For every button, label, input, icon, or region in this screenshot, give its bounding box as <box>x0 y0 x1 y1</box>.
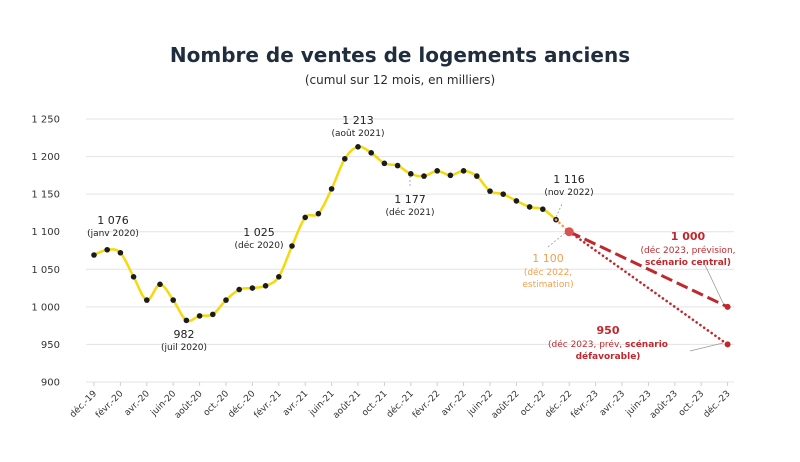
y-tick-label: 1 250 <box>31 115 60 126</box>
y-tick-label: 950 <box>41 340 60 351</box>
annotation-value: 1 025 <box>243 226 275 239</box>
x-tick-label: août-23 <box>648 389 680 421</box>
y-tick-label: 1 100 <box>31 227 60 238</box>
x-tick-label: déc.-21 <box>384 388 416 420</box>
data-point <box>276 274 282 280</box>
annotation-value: 982 <box>174 328 195 341</box>
data-point <box>355 144 361 150</box>
data-point <box>104 246 110 253</box>
data-point <box>368 150 375 156</box>
data-point <box>170 297 176 303</box>
annotation-value: 1 177 <box>394 193 426 206</box>
data-point <box>460 168 467 174</box>
series-line <box>568 230 729 309</box>
y-tick-label: 1 150 <box>31 190 60 201</box>
annotation-label: (déc 2020) <box>235 240 284 251</box>
forecast-point-defavorable <box>724 341 731 348</box>
data-point <box>196 313 203 319</box>
annotation-label: estimation) <box>522 280 573 290</box>
data-point <box>249 285 256 291</box>
annotation-label: (août 2021) <box>331 129 384 139</box>
x-tick-label: avr.-22 <box>440 389 469 418</box>
x-axis: déc.-19févr.-20avr.-20juin-20août-20oct.… <box>67 382 733 421</box>
annotation-leader <box>689 342 724 352</box>
annotation-label: défavorable) <box>576 351 641 362</box>
data-point <box>408 171 414 177</box>
annotation-value: 1 076 <box>97 214 129 227</box>
data-point <box>342 156 348 162</box>
annotation-label: scénario central) <box>645 257 731 268</box>
x-tick-label: déc.-23 <box>701 388 733 420</box>
data-point <box>526 204 533 210</box>
annotation-label: (déc 2022, <box>524 267 572 278</box>
annotation-leader <box>547 232 566 248</box>
annotation-value: 1 213 <box>342 114 374 127</box>
annotation-label-bold: scénario <box>625 339 668 350</box>
x-tick-label: févr.-22 <box>410 388 442 420</box>
data-point <box>91 252 97 258</box>
annotation-label: (déc 2023, prévision, <box>640 245 735 256</box>
data-point <box>540 206 546 212</box>
annotation-leader <box>555 203 563 218</box>
chart-title: Nombre de ventes de logements anciens <box>170 43 630 67</box>
annotation-leader <box>704 264 724 304</box>
annotation-label: (juil 2020) <box>161 343 207 353</box>
series-line <box>92 145 558 323</box>
annotation-value: 1 000 <box>671 230 706 243</box>
data-point <box>447 172 454 179</box>
data-point <box>210 311 216 318</box>
y-axis: 900 950 1 000 1 050 1 100 1 150 1 200 1 250 <box>31 115 60 389</box>
y-tick-label: 1 000 <box>31 302 60 313</box>
data-point <box>302 214 309 221</box>
forecast-point-central <box>724 303 731 310</box>
chart-subtitle: (cumul sur 12 mois, en milliers) <box>305 73 495 87</box>
y-tick-label: 1 050 <box>31 265 60 276</box>
x-tick-label: févr.-21 <box>252 388 284 420</box>
data-point <box>394 162 401 169</box>
x-tick-label: févr.-20 <box>93 388 125 420</box>
data-point <box>157 281 163 288</box>
gridlines <box>86 118 734 383</box>
annotation-label: (janv 2020) <box>87 229 139 239</box>
data-point <box>500 191 507 197</box>
data-point <box>130 274 137 280</box>
x-tick-label: avr.-21 <box>281 389 310 418</box>
x-tick-label: août-20 <box>173 389 205 421</box>
y-tick-label: 900 <box>41 378 60 389</box>
x-tick-label: août-21 <box>331 389 363 421</box>
data-point <box>223 297 229 303</box>
data-point <box>513 198 520 204</box>
x-tick-label: déc.-22 <box>543 388 575 420</box>
annotation-value: 1 100 <box>532 252 564 265</box>
annotation-value: 950 <box>597 324 620 337</box>
data-point <box>315 210 322 217</box>
annotations: 1 076(janv 2020)982(juil 2020)1 025(déc … <box>87 114 735 362</box>
data-point <box>289 243 295 249</box>
annotation-label: (nov 2022) <box>544 188 593 198</box>
data-point <box>117 249 124 256</box>
annotation-label: (déc 2021) <box>386 207 435 218</box>
x-tick-label: août-22 <box>490 389 522 421</box>
annotation-label: (déc 2023, prév, scénario <box>548 339 668 350</box>
estimation-point <box>564 227 574 237</box>
y-tick-label: 1 200 <box>31 152 60 163</box>
x-tick-label: févr.-23 <box>569 388 601 420</box>
x-tick-label: avr.-20 <box>123 389 152 418</box>
data-point <box>262 283 269 289</box>
data-point <box>183 317 190 324</box>
data-point <box>434 168 441 174</box>
data-point <box>421 173 427 179</box>
data-point <box>474 173 480 179</box>
data-point <box>381 160 388 167</box>
series <box>91 144 731 348</box>
data-point <box>144 297 150 303</box>
x-tick-label: avr.-23 <box>598 389 627 418</box>
data-point <box>236 286 242 293</box>
data-point <box>328 186 335 192</box>
series-line <box>567 230 729 346</box>
annotation-value: 1 116 <box>553 173 585 186</box>
data-point <box>487 188 493 194</box>
